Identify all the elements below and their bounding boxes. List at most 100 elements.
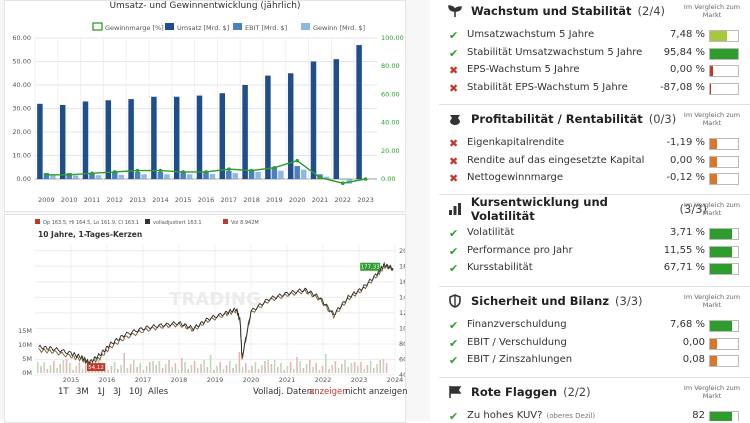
check-icon: ✔ (449, 262, 459, 275)
x-tick-label: 2020 (289, 196, 306, 204)
margin-point (90, 171, 94, 176)
bar-ebit (226, 170, 232, 179)
volume-bar (334, 361, 337, 373)
legend-label: Umsatz [Mrd. $] (177, 24, 229, 32)
y-tick-label: 160 (399, 278, 405, 286)
volume-bar (312, 367, 314, 373)
volume-bar (283, 370, 285, 373)
metric-row[interactable]: ✔ Kursstabilität 67,71 % (439, 260, 750, 277)
volume-bar (133, 360, 135, 373)
section-count: (3/3) (679, 202, 707, 216)
volume-bar (363, 369, 365, 373)
margin-point (135, 168, 140, 173)
y-tick-label: 120 (399, 309, 405, 317)
market-compare-fill (710, 48, 738, 59)
check-icon: ✔ (449, 336, 459, 350)
metric-label: Stabilität EPS-Wachstum 5 Jahre (467, 81, 628, 93)
market-compare-bar (709, 245, 739, 258)
x-tick-label: 2012 (107, 196, 124, 204)
metric-row[interactable]: ✔ Zu hohes KUV? (oberes Dezil) 82 (439, 408, 750, 421)
metric-row[interactable]: ✔ Volatilität 3,71 % (439, 225, 750, 242)
x-tick-label: 2020 (243, 376, 260, 384)
low-marker-label: 54,12 (88, 365, 104, 371)
metric-row[interactable]: ✔ Finanzverschuldung 7,68 % (439, 317, 750, 334)
bar-gewinn (369, 179, 375, 180)
bar-umsatz (173, 96, 180, 179)
x-tick-label: 2016 (99, 376, 116, 384)
volume-bar (232, 368, 234, 373)
adjusted-hide-link[interactable]: nicht anzeigen (345, 387, 408, 397)
volume-bar (203, 360, 205, 373)
vol-tick-label: 10M (18, 341, 32, 349)
metric-value: 0,00 % (670, 154, 705, 166)
legend-label: Op 163.5, Hi 164.5, Lo 161.9, Cl 163.1 (43, 220, 139, 226)
bar-gewinn (118, 174, 125, 179)
period-button-10j[interactable]: 10J (129, 387, 143, 397)
metric-row[interactable]: ✖ Eigenkapitalrendite -1,19 % (439, 135, 750, 152)
metric-row[interactable]: ✔ Performance pro Jahr 11,55 % (439, 243, 750, 260)
metric-row[interactable]: ✖ Rendite auf das eingesetzte Kapital 0,00… (439, 153, 750, 170)
revenue-chart-card: Umsatz- und Gewinnentwicklung (jährlich)… (4, 0, 406, 212)
market-compare-bar (709, 155, 739, 168)
metric-row[interactable]: ✖ EPS-Wachstum 5 Jahre 0,00 % (439, 62, 750, 79)
section-count: (2/4) (637, 4, 666, 18)
section-header[interactable]: Sicherheit und Bilanz (3/3) (447, 291, 707, 311)
period-button-1t[interactable]: 1T (58, 387, 69, 397)
x-tick-label: 2019 (266, 196, 283, 204)
metric-row[interactable]: ✖ Stabilität EPS-Wachstum 5 Jahre -87,08 % (439, 80, 750, 97)
volume-bar (328, 369, 330, 373)
volume-bar (385, 363, 388, 373)
adjusted-show-link[interactable]: anzeigen (309, 387, 348, 397)
metric-row[interactable]: ✔ EBIT / Zinszahlungen 0,08 (439, 352, 750, 369)
metric-row[interactable]: ✔ EBIT / Verschuldung 0,00 (439, 335, 750, 352)
bar-umsatz (196, 95, 203, 179)
market-compare-bar (709, 65, 739, 77)
section-header[interactable]: Profitabilität / Rentabilität (0/3) (447, 109, 707, 129)
vol-tick-label: 0M (22, 369, 32, 377)
metric-row[interactable]: ✔ Umsatzwachstum 5 Jahre 7,48 % (439, 27, 750, 44)
metric-row[interactable]: ✔ Stabilität Umsatzwachstum 5 Jahre 95,84 … (439, 45, 750, 62)
market-compare-bar (709, 30, 739, 42)
period-button-3m[interactable]: 3M (76, 387, 89, 397)
metric-label: Nettogewinnmarge (467, 172, 564, 183)
volume-bar (277, 367, 279, 373)
price-chart-card: Op 163.5, Hi 164.5, Lo 161.9, Cl 163.1 vo… (4, 214, 406, 423)
margin-point (158, 168, 163, 173)
bar-umsatz (59, 104, 66, 179)
volume-bar (280, 363, 282, 373)
period-button-3j[interactable]: 3J (113, 387, 121, 397)
metric-value: 7,68 % (670, 319, 705, 330)
metric-row[interactable]: ✖ Nettogewinnmarge -0,12 % (439, 170, 750, 187)
section-header[interactable]: Kursentwicklung und Volatilität (3/3) (447, 195, 707, 223)
check-icon: ✔ (449, 354, 459, 367)
y2-tick-label: 100.00 (381, 34, 404, 42)
volume-bar (350, 363, 353, 373)
volume-bar (197, 368, 199, 373)
y-tick-label: 40.00 (12, 81, 31, 89)
volume-bar (46, 369, 49, 373)
market-compare-bar (709, 173, 739, 185)
market-compare-fill (710, 321, 733, 331)
market-compare-fill (710, 83, 712, 94)
y-tick-label: 100 (399, 324, 405, 332)
section-header[interactable]: Rote Flaggen (2/2) (447, 382, 707, 402)
legend-swatch (223, 219, 228, 224)
legend-swatch (35, 219, 40, 224)
volume-bar (184, 362, 186, 373)
section-header[interactable]: Wachstum und Stabilität (2/4) (447, 1, 707, 21)
period-button-1j[interactable]: 1J (97, 387, 105, 397)
legend-label: EBIT [Mrd. $] (245, 24, 287, 32)
metric-value: 0,00 (682, 336, 705, 348)
period-button-alles[interactable]: Alles (148, 387, 169, 397)
section-divider (439, 377, 750, 378)
metric-value: 82 (692, 410, 705, 421)
bar-gewinn (141, 174, 147, 179)
volume-bar (315, 363, 317, 373)
bar-gewinn (164, 174, 170, 179)
volume-bar (376, 364, 378, 373)
check-icon: ✔ (449, 29, 459, 42)
market-compare-fill (710, 356, 717, 366)
x-tick-label: 2009 (38, 196, 55, 204)
metric-value: -87,08 % (660, 81, 705, 93)
volume-bar (213, 370, 215, 373)
